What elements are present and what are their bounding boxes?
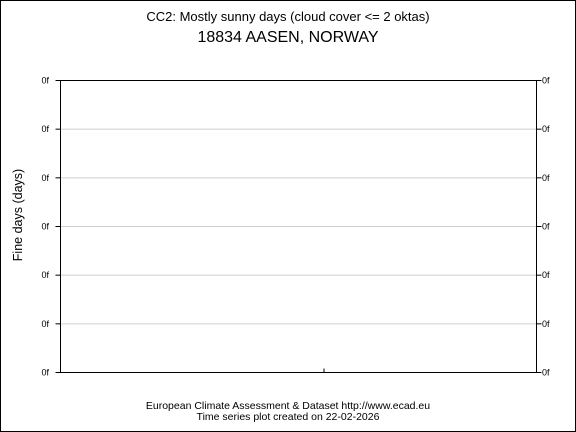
tick-marks (55, 80, 542, 373)
y-tick-label-right: 0f (542, 270, 550, 280)
y-axis-tick-labels-right: 0f 0f 0f 0f 0f 0f 0f (542, 76, 550, 378)
y-axis-label: Fine days (days) (11, 169, 25, 261)
y-tick-label-right: 0f (542, 124, 550, 134)
chart-subtitle: 18834 AASEN, NORWAY (197, 29, 378, 46)
y-axis-tick-labels-left: 0f 0f 0f 0f 0f 0f 0f (41, 76, 49, 378)
y-tick-label-right: 0f (542, 319, 550, 329)
y-tick-label-left: 0f (41, 222, 49, 232)
y-tick-label-left: 0f (41, 319, 49, 329)
y-tick-label-right: 0f (542, 368, 550, 378)
y-tick-label-left: 0f (41, 270, 49, 280)
y-tick-label-left: 0f (41, 124, 49, 134)
footer-source: European Climate Assessment & Dataset ht… (146, 400, 430, 412)
footer-created: Time series plot created on 22-02-2026 (197, 411, 380, 423)
y-tick-label-right: 0f (542, 222, 550, 232)
y-tick-label-left: 0f (41, 368, 49, 378)
y-tick-label-right: 0f (542, 173, 550, 183)
y-tick-label-left: 0f (41, 173, 49, 183)
chart-title: CC2: Mostly sunny days (cloud cover <= 2… (146, 9, 429, 24)
gridlines (60, 128, 537, 325)
y-tick-label-right: 0f (542, 76, 550, 86)
y-tick-label-left: 0f (41, 76, 49, 86)
